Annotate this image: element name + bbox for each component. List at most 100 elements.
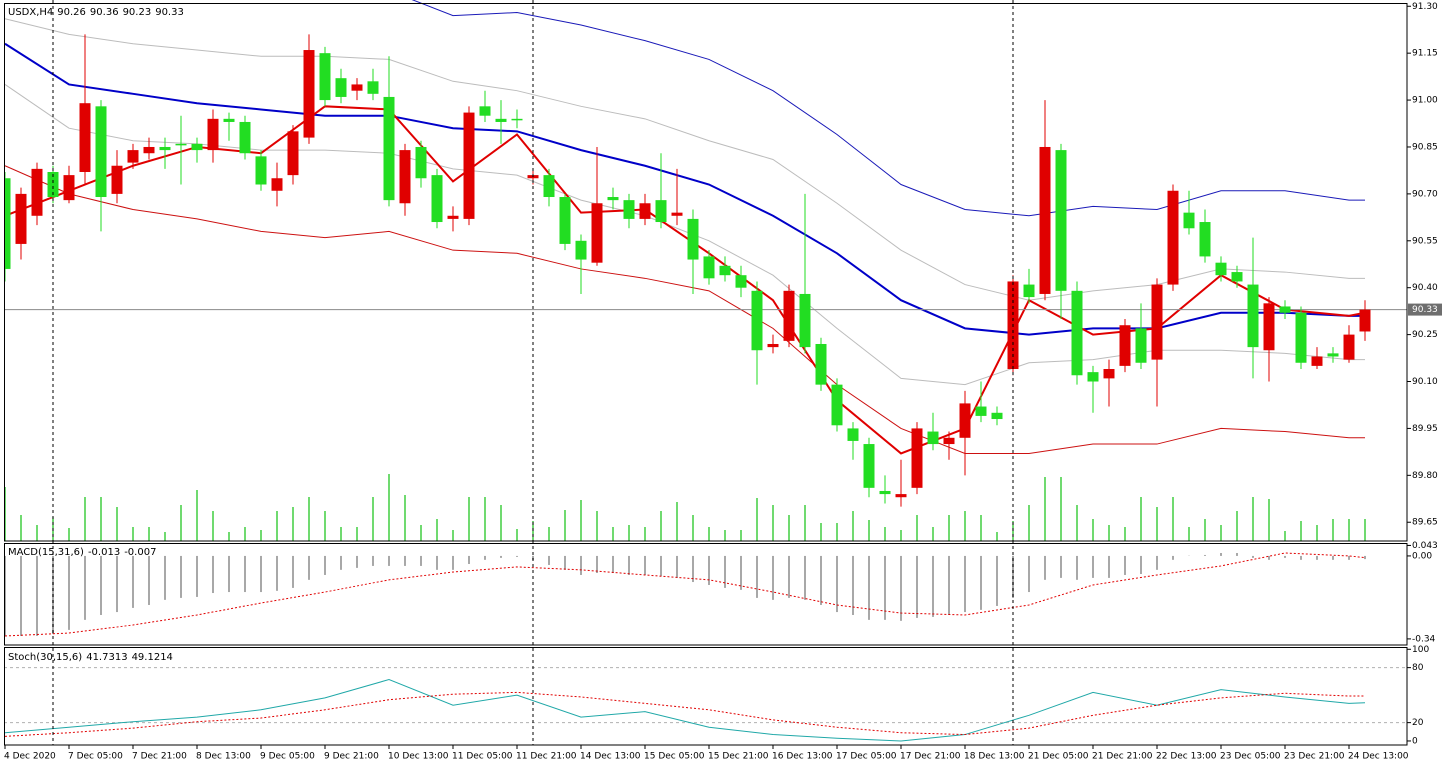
volume-bar [244, 527, 246, 541]
volume-bar [884, 527, 886, 541]
candle-body [1039, 146, 1051, 294]
candle-body [271, 178, 283, 191]
volume-bar [1268, 499, 1270, 541]
candle-body [15, 193, 27, 244]
candle-body [959, 403, 971, 438]
volume-bar [772, 505, 774, 541]
y-tick-label: 20 [1412, 718, 1424, 728]
candle-body [47, 171, 59, 198]
candle-body [1327, 353, 1339, 357]
volume-bar [788, 515, 790, 541]
candle-body [239, 121, 251, 154]
candle-body [639, 203, 651, 219]
candle-body [783, 290, 795, 341]
price-header-part: 90.23 [123, 7, 152, 18]
volume-bar [84, 497, 86, 541]
stoch-panel [4, 667, 1407, 742]
volume-bar [1364, 519, 1366, 541]
candle-body [95, 106, 107, 198]
x-tick-label: 21 Dec 05:00 [1028, 752, 1089, 762]
candle-body [1119, 325, 1131, 366]
volume-bar [68, 528, 70, 541]
volume-bar [660, 511, 662, 541]
candle-body [431, 175, 443, 223]
volume-bar [308, 497, 310, 541]
volume-bar [404, 495, 406, 541]
volume-bar [1060, 477, 1062, 541]
volume-bar [132, 527, 134, 541]
x-tick-label: 11 Dec 21:00 [516, 752, 577, 762]
candle-body [1359, 309, 1371, 332]
candle-body [415, 146, 427, 179]
volume-bar [324, 511, 326, 541]
volume-bar [1108, 525, 1110, 541]
candle-body [303, 50, 315, 138]
candle-body [1167, 190, 1179, 285]
y-tick-label: 90.40 [1412, 283, 1438, 293]
candle-body [543, 175, 555, 198]
volume-bar [676, 502, 678, 541]
y-tick-label: 90.25 [1412, 330, 1438, 340]
volume-bar [916, 515, 918, 541]
candle-body [4, 178, 11, 269]
y-tick-label: 80 [1412, 663, 1424, 673]
y-tick-label: 91.15 [1412, 49, 1438, 59]
candle-body [1279, 306, 1291, 313]
candle-body [1199, 222, 1211, 257]
price-header-part: 90.26 [57, 7, 86, 18]
candle-body [463, 112, 475, 219]
macd-header-part: -0.007 [124, 547, 156, 558]
candle-body [1231, 272, 1243, 282]
volume-bar [228, 532, 230, 541]
volume-bar [164, 532, 166, 541]
volume-bar [1220, 525, 1222, 541]
candle-body [287, 131, 299, 176]
volume-bar [996, 532, 998, 541]
candle-body [831, 384, 843, 426]
volume-bar [1188, 527, 1190, 541]
indicator-line [4, 42, 1365, 336]
candle-body [159, 146, 171, 151]
candle-body [719, 265, 731, 276]
x-tick-label: 16 Dec 13:00 [772, 752, 833, 762]
volume-bar [1044, 477, 1046, 541]
x-tick-label: 22 Dec 13:00 [1156, 752, 1217, 762]
volume-bar [804, 505, 806, 541]
candle-body [1263, 303, 1275, 351]
candle-body [799, 293, 811, 348]
candle-body [1295, 312, 1307, 363]
candle-body [223, 118, 235, 122]
candle-body [735, 275, 747, 288]
x-tick-label: 9 Dec 21:00 [324, 752, 379, 762]
x-tick-label: 21 Dec 21:00 [1092, 752, 1153, 762]
candle-body [591, 203, 603, 263]
volume-bar [692, 515, 694, 541]
volume-bar [740, 530, 742, 541]
candle-body [847, 428, 859, 441]
indicator-line [411, 0, 1365, 217]
candle-body [703, 256, 715, 279]
candle-body [815, 343, 827, 385]
candle-body [1215, 262, 1227, 276]
candle-body [79, 103, 91, 172]
y-tick-label: 90.70 [1412, 189, 1438, 199]
volume-bar [340, 527, 342, 541]
candle-body [991, 412, 1003, 420]
candle-body [1183, 212, 1195, 229]
volume-bar [420, 525, 422, 541]
y-tick-label: 91.30 [1412, 2, 1438, 12]
price-header-part: USDX,H4 [8, 7, 53, 18]
volume-bar [516, 529, 518, 541]
volume-bar [260, 530, 262, 541]
candle-body [975, 406, 987, 416]
volume-bar [1348, 519, 1350, 541]
volume-bar [372, 497, 374, 541]
bid-box [1408, 303, 1442, 316]
volume-bar [292, 507, 294, 541]
candle-body [255, 156, 267, 185]
candle-body [367, 81, 379, 94]
candle-body [383, 96, 395, 201]
y-tick-label: 0.00 [1412, 551, 1432, 561]
volume-bar [1124, 527, 1126, 541]
